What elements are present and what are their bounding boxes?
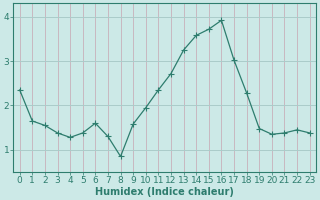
X-axis label: Humidex (Indice chaleur): Humidex (Indice chaleur) [95, 187, 234, 197]
